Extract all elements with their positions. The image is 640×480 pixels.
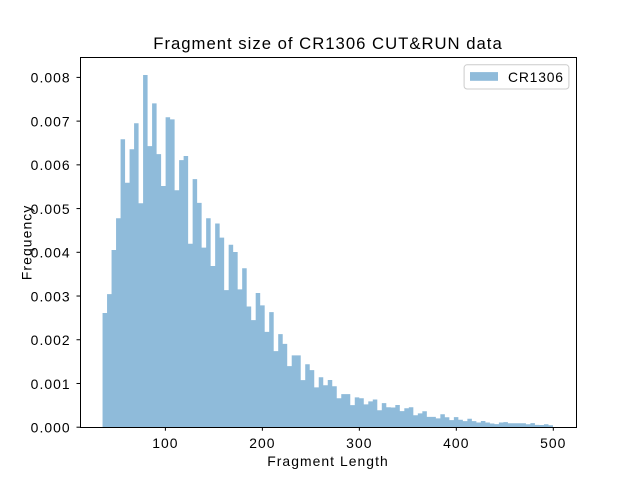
svg-text:0.003: 0.003 bbox=[31, 288, 71, 304]
svg-text:400: 400 bbox=[443, 435, 469, 451]
svg-text:0.006: 0.006 bbox=[31, 157, 71, 173]
svg-text:0.004: 0.004 bbox=[31, 245, 71, 261]
svg-text:CR1306: CR1306 bbox=[508, 69, 564, 85]
svg-text:Fragment size of CR1306 CUT&RU: Fragment size of CR1306 CUT&RUN data bbox=[153, 34, 502, 53]
svg-text:0.005: 0.005 bbox=[31, 201, 71, 217]
svg-text:0.001: 0.001 bbox=[31, 376, 71, 392]
svg-text:200: 200 bbox=[249, 435, 275, 451]
svg-text:100: 100 bbox=[152, 435, 178, 451]
svg-text:500: 500 bbox=[540, 435, 566, 451]
svg-text:0.008: 0.008 bbox=[31, 70, 71, 86]
svg-text:0.000: 0.000 bbox=[31, 420, 71, 436]
svg-text:Frequency: Frequency bbox=[19, 205, 35, 281]
svg-text:0.007: 0.007 bbox=[31, 113, 71, 129]
svg-text:0.002: 0.002 bbox=[31, 332, 71, 348]
svg-text:300: 300 bbox=[346, 435, 372, 451]
svg-text:Fragment Length: Fragment Length bbox=[267, 453, 389, 469]
